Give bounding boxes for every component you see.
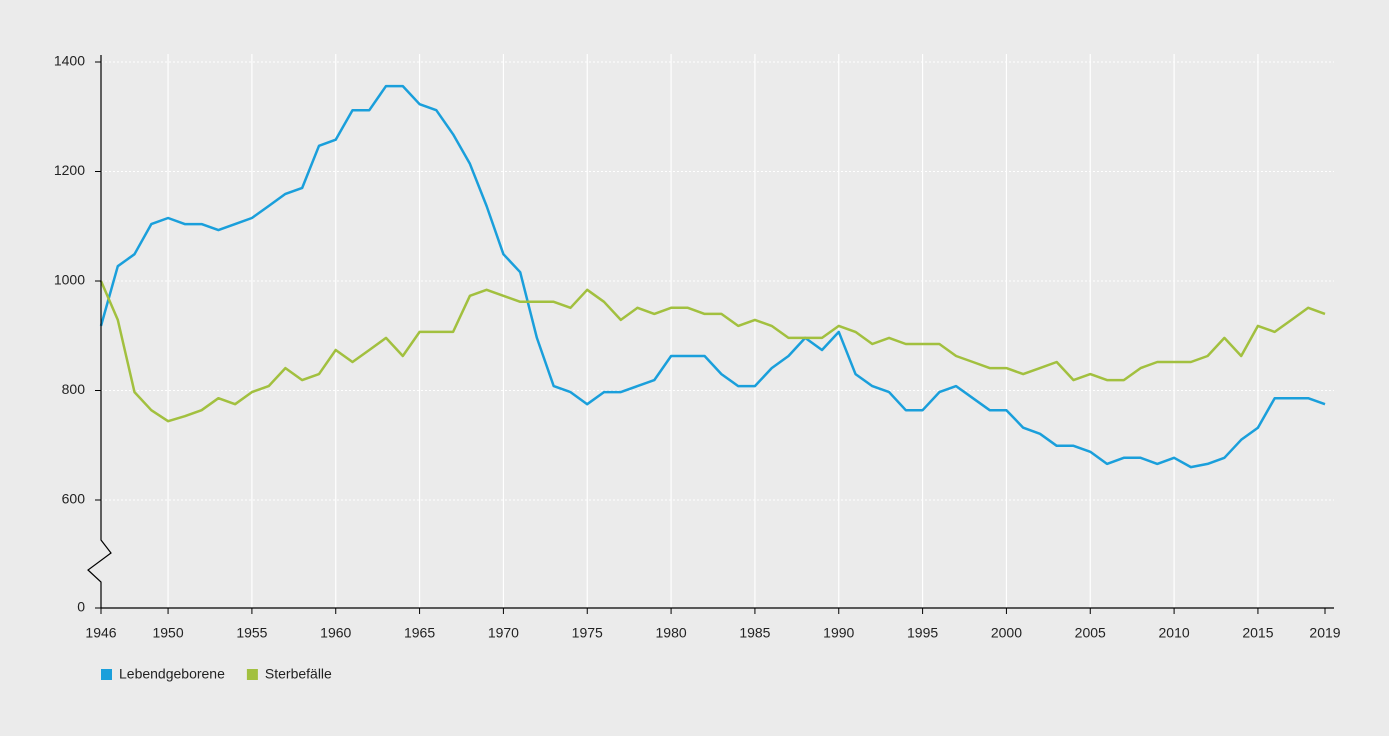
x-tick-label: 1946 (85, 625, 116, 641)
x-tick-label: 1965 (404, 625, 435, 641)
labels: 0 600 800 1000 1200 1400 1946 1950 1955 1960 1965 1… (54, 53, 1341, 682)
x-tick-label: 1950 (152, 625, 183, 641)
x-tick-label: 1970 (488, 625, 519, 641)
x-tick-label: 1955 (236, 625, 267, 641)
y-tick-label: 1200 (54, 162, 85, 178)
x-tick-label: 1960 (320, 625, 351, 641)
x-tick-label: 2005 (1075, 625, 1106, 641)
legend-swatch (101, 669, 112, 680)
y-tick-label: 1000 (54, 272, 85, 288)
x-tick-label: 1995 (907, 625, 938, 641)
y-tick-label: 0 (77, 599, 85, 615)
x-tick-label: 2010 (1159, 625, 1190, 641)
series-line (99, 280, 1326, 423)
y-tick-label: 1400 (54, 53, 85, 69)
legend-label: Sterbefälle (265, 666, 332, 682)
y-tick-label: 800 (62, 381, 86, 397)
series-line (99, 84, 1326, 469)
grid (101, 54, 1334, 608)
legend-swatch (246, 669, 258, 680)
x-tick-label: 1985 (739, 625, 770, 641)
x-tick-label: 1975 (572, 625, 603, 641)
lines (99, 84, 1326, 469)
legend-label: Lebendgeborene (119, 666, 225, 682)
y-tick-label: 600 (62, 491, 86, 507)
x-tick-label: 1990 (823, 625, 854, 641)
x-tick-label: 2019 (1309, 625, 1340, 641)
x-tick-label: 2015 (1242, 625, 1273, 641)
x-tick-label: 1980 (656, 625, 687, 641)
x-tick-label: 2000 (991, 625, 1022, 641)
